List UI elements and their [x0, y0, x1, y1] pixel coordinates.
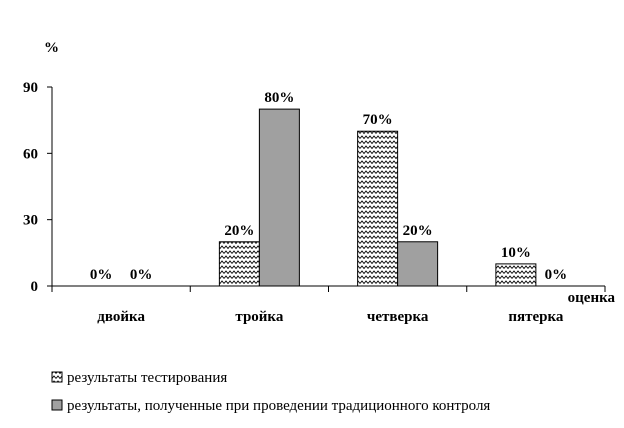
category-label: пятерка [508, 309, 564, 325]
y-tick-label: 30 [23, 213, 38, 229]
x-axis-title: оценка [568, 290, 616, 306]
bar-testing [218, 241, 260, 287]
y-axis-title: % [44, 40, 59, 56]
category-label: тройка [235, 309, 283, 325]
data-label: 0% [130, 267, 153, 283]
data-label: 0% [545, 267, 568, 283]
legend-swatch-testing [51, 371, 63, 383]
data-label: 10% [501, 245, 531, 261]
bar-traditional [397, 241, 439, 287]
category-labels-group: двойка тройка четверка пятерка [51, 286, 606, 325]
legend: результаты тестирования результаты, полу… [51, 370, 490, 414]
legend-label-testing: результаты тестирования [67, 370, 227, 386]
y-tick-label: 60 [23, 146, 38, 162]
bar-testing [357, 130, 399, 287]
bar-testing [495, 263, 537, 287]
data-label: 0% [90, 267, 113, 283]
data-labels-group: 0% 0% 20% 80% 70% 20% 10% 0% [90, 90, 567, 283]
legend-label-traditional: результаты, полученные при проведении тр… [67, 398, 490, 414]
bars-group [218, 108, 537, 287]
category-label: двойка [97, 309, 145, 325]
data-label: 70% [363, 112, 393, 128]
category-label: четверка [367, 309, 429, 325]
legend-swatch-traditional [51, 399, 63, 411]
legend-item-testing: результаты тестирования [51, 370, 227, 386]
data-label: 80% [264, 90, 294, 106]
y-tick-label: 0 [31, 279, 39, 295]
data-label: 20% [403, 223, 433, 239]
y-tick-label: 90 [23, 80, 38, 96]
y-axis-ticks: 0 30 60 90 [23, 80, 52, 295]
legend-item-traditional: результаты, полученные при проведении тр… [51, 398, 490, 414]
data-label: 20% [224, 223, 254, 239]
bar-traditional [258, 108, 300, 287]
